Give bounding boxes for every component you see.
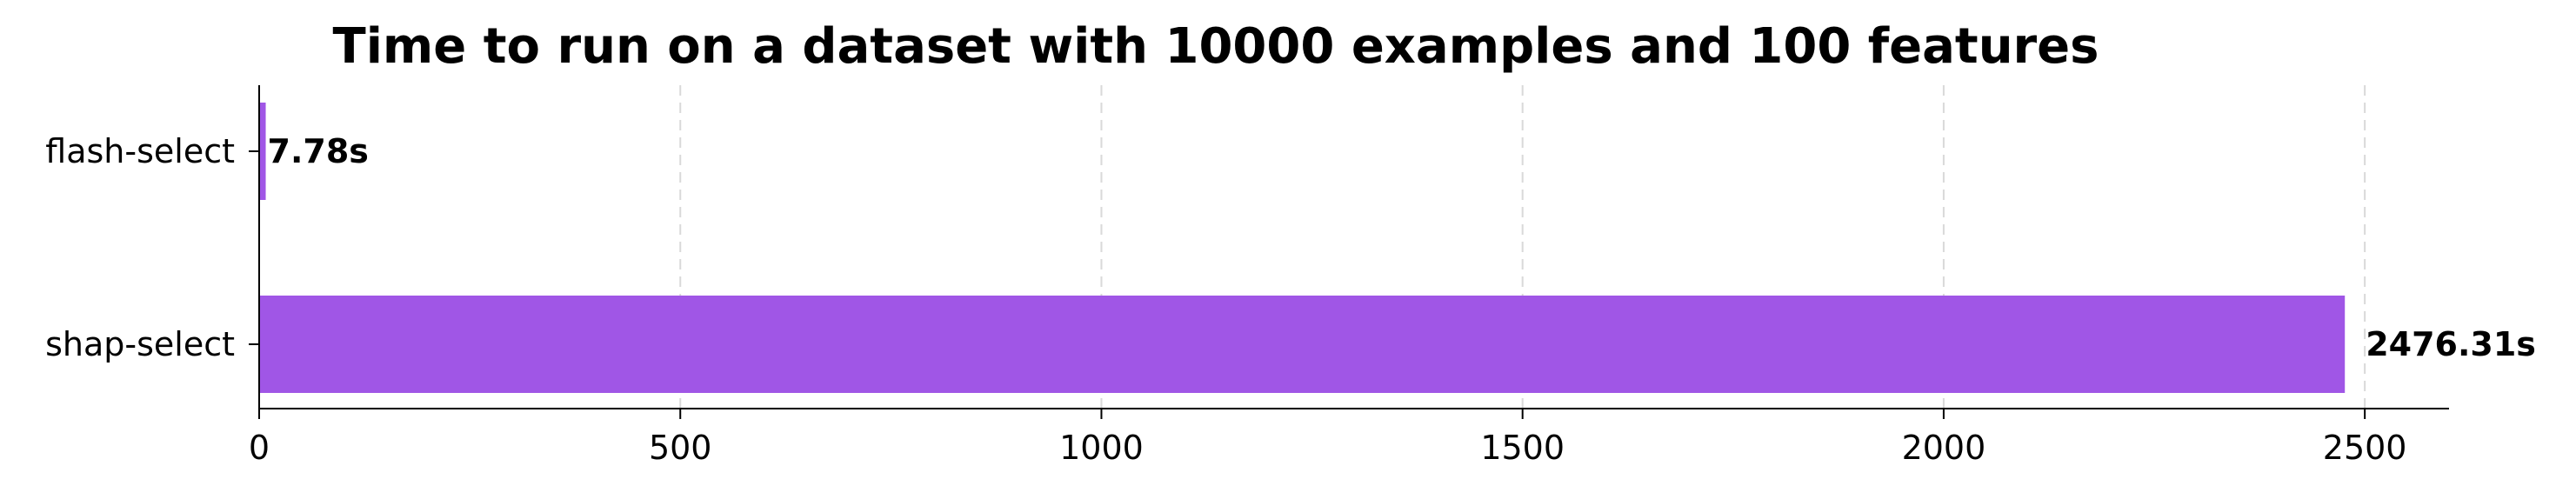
chart-title: Time to run on a dataset with 10000 exam… — [333, 18, 2099, 75]
x-tick-label-500: 500 — [649, 429, 712, 467]
x-ticks: 0 500 1000 1500 2000 2500 — [249, 150, 2407, 467]
value-label-flash-select: 7.78s — [268, 132, 369, 170]
x-tick-label-2000: 2000 — [1902, 429, 1986, 467]
category-labels: flash-select shap-select — [45, 132, 235, 363]
x-tick-label-2500: 2500 — [2323, 429, 2407, 467]
axes — [258, 85, 2449, 409]
x-tick-label-1000: 1000 — [1059, 429, 1144, 467]
value-label-shap-select: 2476.31s — [2366, 325, 2536, 363]
value-labels: 7.78s 2476.31s — [268, 132, 2536, 363]
x-tick-label-0: 0 — [249, 429, 270, 467]
bars — [259, 103, 2346, 393]
x-tick-label-1500: 1500 — [1480, 429, 1565, 467]
category-label-shap-select: shap-select — [45, 325, 235, 363]
bar-shap-select — [259, 296, 2346, 393]
bar-flash-select — [259, 103, 266, 200]
category-label-flash-select: flash-select — [45, 132, 235, 170]
